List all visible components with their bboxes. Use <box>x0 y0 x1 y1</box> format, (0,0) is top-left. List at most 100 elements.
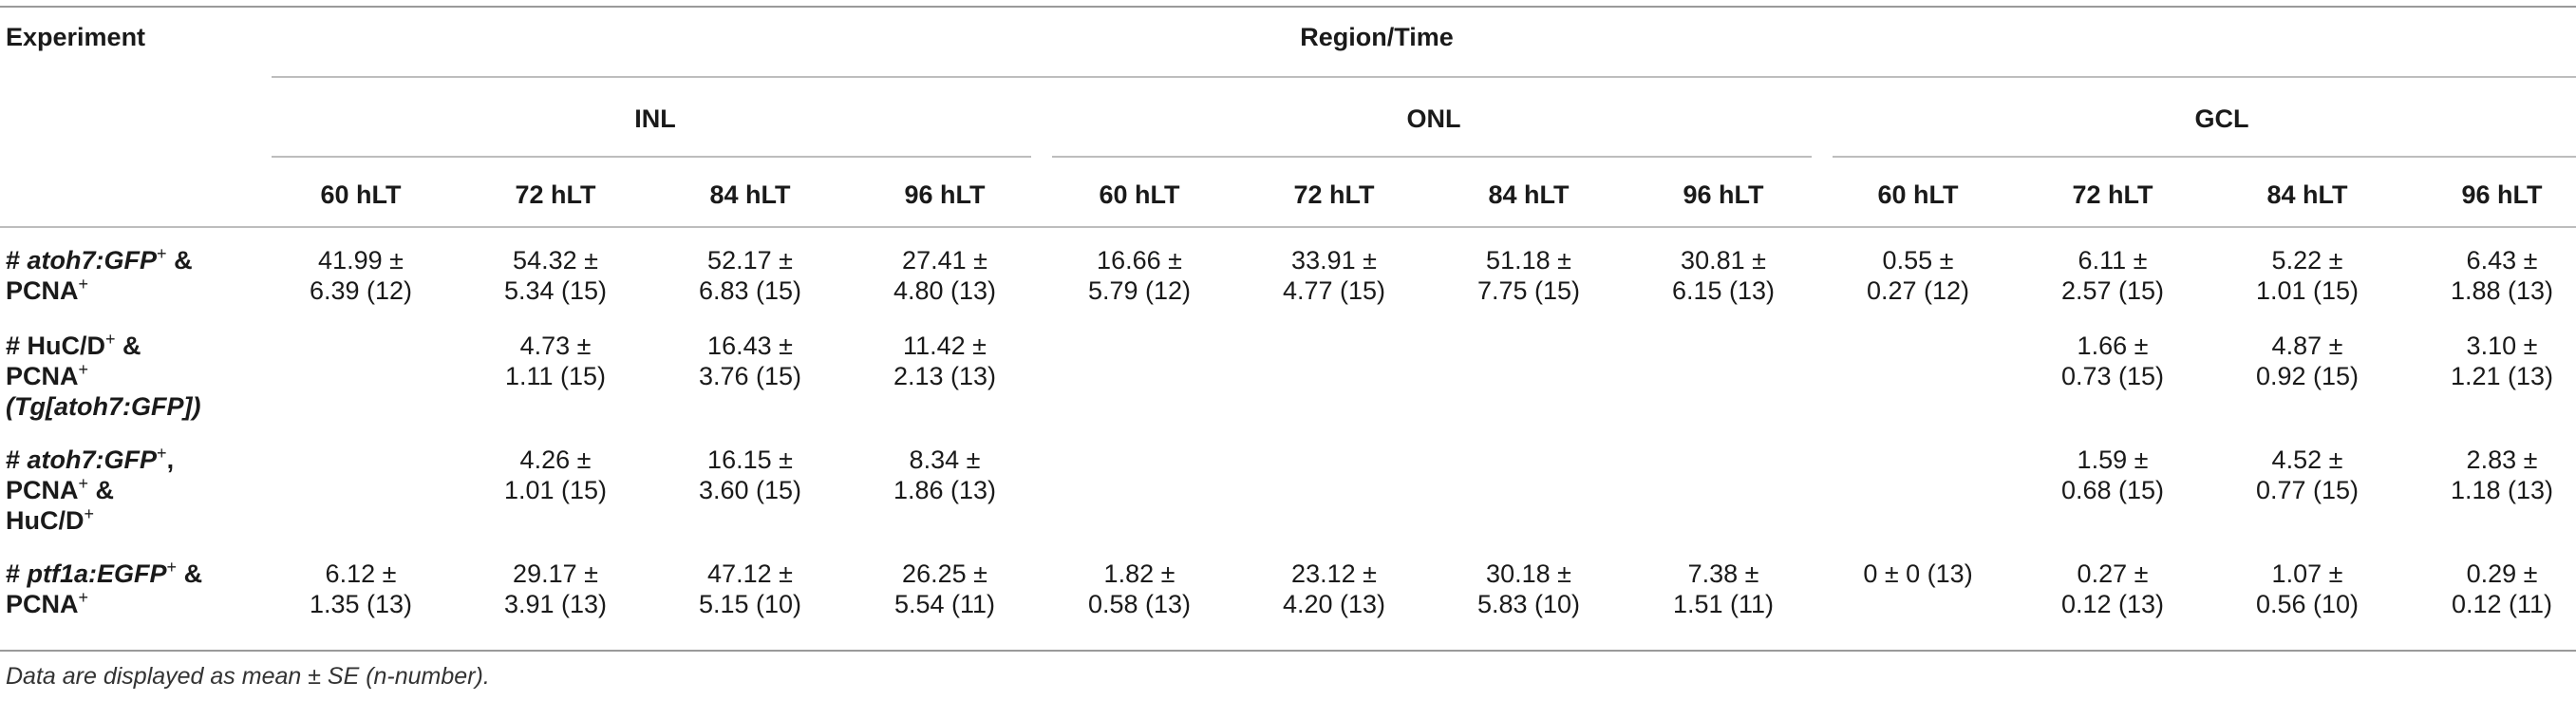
value-cell: 0.55 ±0.27 (12) <box>1867 245 1969 306</box>
value-mean: 51.18 ± <box>1486 246 1571 275</box>
region-time-header: Region/Time <box>1300 23 1454 51</box>
value-cell: 16.43 ±3.76 (15) <box>699 331 801 391</box>
value-cell: 41.99 ±6.39 (12) <box>310 245 412 306</box>
value-mean: 3.10 ± <box>2466 332 2538 360</box>
value-mean: 30.18 ± <box>1486 559 1571 588</box>
row-label-line: PCNA+ & <box>6 475 174 505</box>
row-label-part: # HuC/D <box>6 332 106 360</box>
row-label-part: (Tg[atoh7:GFP]) <box>6 392 201 421</box>
time-header-0: 60 hLT <box>320 180 402 209</box>
value-se-n: 3.91 (13) <box>503 590 608 618</box>
value-mean: 0 ± 0 (13) <box>1863 559 1973 588</box>
value-cell: 1.07 ±0.56 (10) <box>2256 559 2359 619</box>
value-cell: 4.87 ±0.92 (15) <box>2256 331 2359 391</box>
value-mean: 29.17 ± <box>513 559 598 588</box>
value-se-n: 1.88 (13) <box>2450 276 2554 305</box>
value-se-n: 0.73 (15) <box>2060 362 2165 390</box>
value-cell: 0.27 ±0.12 (13) <box>2061 559 2164 619</box>
value-cell: 4.52 ±0.77 (15) <box>2256 445 2359 505</box>
value-mean: 0.29 ± <box>2466 559 2538 588</box>
value-se-n: 5.83 (10) <box>1476 590 1581 618</box>
row-label-line: (Tg[atoh7:GFP]) <box>6 391 200 422</box>
row-label-2: # atoh7:GFP+, PCNA+ & HuC/D+ <box>6 445 174 536</box>
value-se-n: 6.15 (13) <box>1671 276 1776 305</box>
value-se-n: 0.58 (13) <box>1087 590 1192 618</box>
time-header-7: 96 hLT <box>1683 180 1764 209</box>
value-se-n: 7.75 (15) <box>1476 276 1581 305</box>
value-cell: 1.59 ±0.68 (15) <box>2061 445 2164 505</box>
value-se-n: 0.12 (11) <box>2451 590 2553 618</box>
time-header-9: 72 hLT <box>2072 180 2153 209</box>
value-cell: 6.11 ±2.57 (15) <box>2061 245 2164 306</box>
row-label-part: ptf1a:EGFP <box>27 559 167 588</box>
row-label-part: + <box>84 504 95 523</box>
row-label-part: + <box>78 588 89 607</box>
time-header-4: 60 hLT <box>1099 180 1180 209</box>
value-mean: 1.82 ± <box>1103 559 1175 588</box>
time-header-8: 60 hLT <box>1877 180 1959 209</box>
value-cell: 11.42 ±2.13 (13) <box>893 331 996 391</box>
row-label-part: atoh7:GFP <box>27 246 158 275</box>
value-se-n: 2.57 (15) <box>2060 276 2165 305</box>
value-cell: 5.22 ±1.01 (15) <box>2256 245 2359 306</box>
value-mean: 30.81 ± <box>1681 246 1766 275</box>
value-cell: 8.34 ±1.86 (13) <box>893 445 996 505</box>
time-header-10: 84 hLT <box>2266 180 2348 209</box>
value-cell: 47.12 ±5.15 (10) <box>699 559 801 619</box>
value-mean: 33.91 ± <box>1291 246 1377 275</box>
row-label-line: # HuC/D+ & <box>6 331 200 361</box>
time-header-5: 72 hLT <box>1293 180 1375 209</box>
row-label-part: # <box>6 445 28 474</box>
value-se-n: 0.92 (15) <box>2255 362 2360 390</box>
value-se-n: 5.79 (12) <box>1087 276 1192 305</box>
value-mean: 4.52 ± <box>2271 445 2343 474</box>
row-label-part: PCNA <box>6 276 79 305</box>
row-label-part: + <box>157 444 167 463</box>
row-label-part: & <box>115 332 141 360</box>
value-se-n: 0.27 (12) <box>1866 276 1970 305</box>
row-label-line: PCNA+ <box>6 361 200 391</box>
value-cell: 54.32 ±5.34 (15) <box>504 245 607 306</box>
value-se-n: 5.15 (10) <box>698 590 802 618</box>
value-se-n: 1.18 (13) <box>2450 476 2554 504</box>
row-label-line: # atoh7:GFP+, <box>6 445 174 475</box>
experiment-header: Experiment <box>6 23 146 51</box>
value-se-n: 0.68 (15) <box>2060 476 2165 504</box>
value-mean: 6.43 ± <box>2466 246 2538 275</box>
row-label-line: # ptf1a:EGFP+ & <box>6 559 202 589</box>
value-mean: 4.73 ± <box>519 332 592 360</box>
row-label-part: & <box>177 559 203 588</box>
row-label-0: # atoh7:GFP+ & PCNA+ <box>6 245 193 306</box>
table-top-rule <box>0 6 2576 8</box>
value-mean: 27.41 ± <box>902 246 987 275</box>
row-label-part: + <box>105 330 116 349</box>
region-gcl-rule <box>1833 156 2576 158</box>
value-mean: 52.17 ± <box>707 246 793 275</box>
value-se-n: 4.20 (13) <box>1282 590 1386 618</box>
time-header-2: 84 hLT <box>709 180 791 209</box>
value-se-n: 0.12 (13) <box>2060 590 2165 618</box>
value-cell: 16.66 ±5.79 (12) <box>1088 245 1191 306</box>
value-cell: 1.66 ±0.73 (15) <box>2061 331 2164 391</box>
value-mean: 6.12 ± <box>325 559 397 588</box>
value-mean: 41.99 ± <box>318 246 404 275</box>
value-mean: 1.59 ± <box>2077 445 2149 474</box>
value-mean: 2.83 ± <box>2466 445 2538 474</box>
value-mean: 26.25 ± <box>902 559 987 588</box>
time-header-1: 72 hLT <box>515 180 596 209</box>
value-mean: 54.32 ± <box>513 246 598 275</box>
value-se-n: 5.34 (15) <box>503 276 608 305</box>
value-cell: 26.25 ±5.54 (11) <box>894 559 995 619</box>
value-se-n: 3.60 (15) <box>698 476 802 504</box>
value-cell: 30.18 ±5.83 (10) <box>1477 559 1580 619</box>
table-bottom-rule <box>0 650 2576 652</box>
region-gcl: GCL <box>2194 104 2249 133</box>
value-se-n: 1.11 (15) <box>504 362 607 390</box>
region-inl-rule <box>272 156 1031 158</box>
value-se-n: 1.21 (13) <box>2450 362 2554 390</box>
value-se-n: 1.35 (13) <box>309 590 413 618</box>
value-cell: 0 ± 0 (13) <box>1863 559 1972 589</box>
value-mean: 16.66 ± <box>1097 246 1182 275</box>
value-mean: 23.12 ± <box>1291 559 1377 588</box>
value-cell: 1.82 ±0.58 (13) <box>1088 559 1191 619</box>
